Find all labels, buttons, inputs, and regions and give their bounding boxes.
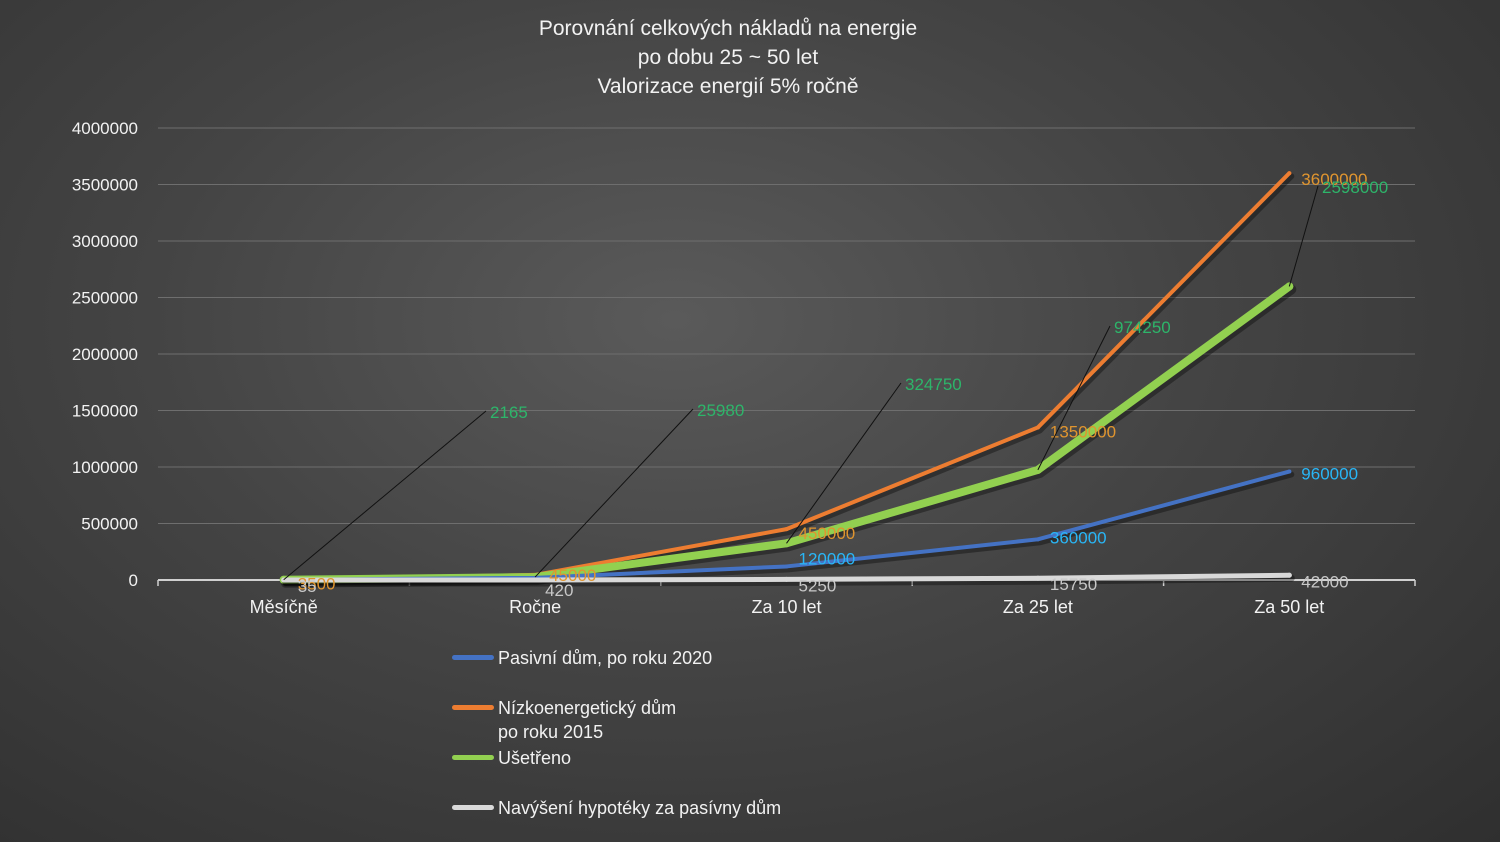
legend-label-pasivni: Pasivní dům, po roku 2020 — [498, 648, 713, 668]
y-tick-label: 500000 — [81, 515, 138, 534]
x-tick-label: Za 25 let — [1003, 597, 1073, 617]
data-label: 120000 — [799, 549, 856, 568]
data-label: 974250 — [1114, 318, 1171, 337]
series-point-1 — [784, 527, 789, 532]
legend-swatch-nizkoenergeticky — [452, 705, 494, 710]
data-label: 2165 — [490, 403, 528, 422]
y-tick-label: 3500000 — [72, 176, 138, 195]
legend-item-navyseni: Navýšení hypotéky za pasívny dům — [452, 796, 781, 820]
series-point-3 — [532, 577, 538, 583]
legend-label-usetreno: Ušetřeno — [498, 748, 572, 768]
series-shadow-3 — [282, 574, 1295, 587]
x-tick-label: Měsíčně — [250, 597, 318, 617]
leader-line-usetreno — [1288, 185, 1319, 287]
legend-item-pasivni: Pasivní dům, po roku 2020 — [452, 646, 712, 670]
y-tick-label: 2500000 — [72, 289, 138, 308]
series-line-0 — [281, 469, 1292, 582]
leader-line-usetreno — [1037, 325, 1111, 471]
series-point-3 — [784, 576, 789, 582]
legend-swatch-navyseni — [452, 805, 494, 810]
x-tick-label: Za 50 let — [1254, 597, 1324, 617]
data-label: 35 — [298, 577, 317, 596]
y-tick-label: 3000000 — [72, 232, 138, 251]
data-label: 2598000 — [1322, 178, 1388, 197]
data-label: 15750 — [1050, 575, 1097, 594]
data-label: 1350000 — [1050, 422, 1116, 441]
data-label: 3600000 — [1301, 170, 1367, 189]
legend-item-nizkoenergeticky: Nízkoenergetický dům po roku 2015 — [452, 696, 676, 744]
series-point-1 — [1035, 425, 1040, 430]
x-tick-label: Ročne — [509, 597, 561, 617]
data-label: 25980 — [697, 401, 744, 420]
legend-swatch-usetreno — [452, 755, 494, 760]
leader-line-usetreno — [283, 410, 487, 581]
data-label: 420 — [545, 581, 573, 600]
legend-item-usetreno: Ušetřeno — [452, 746, 571, 770]
series-point-3 — [1035, 575, 1041, 581]
y-tick-label: 2000000 — [72, 345, 138, 364]
legend-label-navyseni: Navýšení hypotéky za pasívny dům — [498, 798, 782, 818]
data-label: 5250 — [799, 576, 837, 595]
series-shadow-1 — [282, 173, 1295, 586]
series-point-0 — [1035, 537, 1040, 542]
leader-line-usetreno — [534, 408, 694, 578]
y-tick-label: 0 — [129, 571, 138, 590]
x-tick-label: Za 10 let — [751, 597, 821, 617]
data-label: 960000 — [1301, 465, 1358, 484]
chart-title-line-2: po dobu 25 ~ 50 let — [637, 46, 819, 69]
y-tick-label: 4000000 — [72, 119, 138, 138]
series-point-3 — [1286, 572, 1292, 578]
data-label: 3500 — [298, 575, 336, 594]
y-tick-label: 1500000 — [72, 402, 138, 421]
chart-title-line-1: Porovnání celkových nákladů na energie — [538, 17, 918, 40]
leader-line-usetreno — [786, 382, 902, 544]
data-label: 45000 — [549, 566, 596, 585]
legend-label-nizkoenergeticky: Nízkoenergetický dům po roku 2015 — [498, 698, 677, 742]
series-point-0 — [784, 564, 789, 569]
series-point-1 — [1287, 171, 1292, 176]
data-label: 360000 — [1050, 528, 1107, 547]
data-label: 324750 — [905, 375, 962, 394]
data-label: 450000 — [799, 524, 856, 543]
data-label: 42000 — [1301, 572, 1348, 591]
chart-title-line-3: Valorizace energií 5% ročně — [597, 75, 859, 98]
y-tick-label: 1000000 — [72, 458, 138, 477]
series-point-0 — [1287, 469, 1292, 474]
legend-swatch-pasivni — [452, 655, 494, 660]
chart-title: Porovnání celkových nákladů na energie p… — [378, 14, 1078, 101]
